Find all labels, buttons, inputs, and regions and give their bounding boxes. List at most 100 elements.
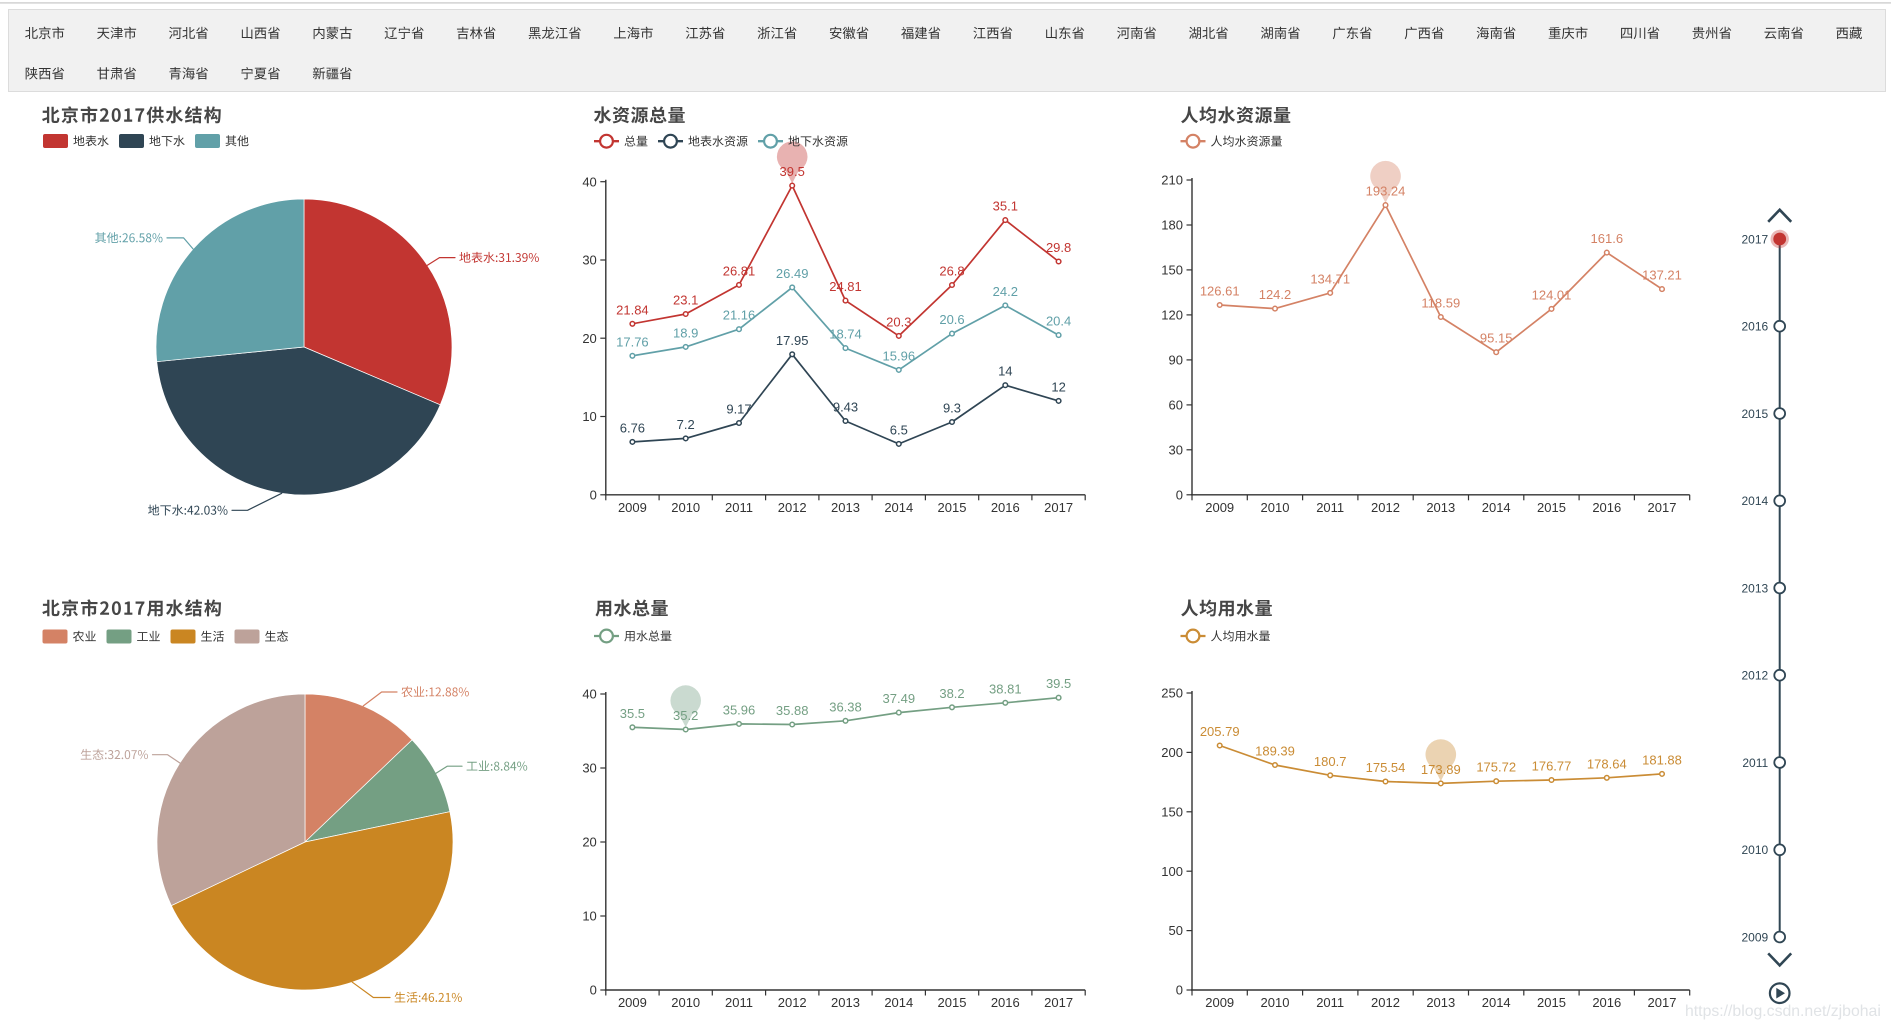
svg-text:150: 150 <box>1161 263 1183 278</box>
svg-text:40: 40 <box>582 174 596 189</box>
svg-text:134.71: 134.71 <box>1310 271 1350 286</box>
svg-text:2013: 2013 <box>831 500 860 515</box>
svg-text:2010: 2010 <box>671 500 700 515</box>
svg-text:2017: 2017 <box>1044 500 1073 515</box>
svg-text:2009: 2009 <box>1741 930 1768 944</box>
svg-text:24.81: 24.81 <box>829 279 862 294</box>
svg-text:60: 60 <box>1169 398 1183 413</box>
svg-text:26.81: 26.81 <box>723 263 756 278</box>
svg-text:20.6: 20.6 <box>939 312 964 327</box>
svg-text:176.77: 176.77 <box>1532 759 1572 774</box>
svg-text:6.5: 6.5 <box>890 422 908 437</box>
svg-text:100: 100 <box>1161 864 1183 879</box>
svg-text:15.96: 15.96 <box>883 348 916 363</box>
svg-text:35.1: 35.1 <box>993 199 1018 214</box>
svg-text:30: 30 <box>582 253 596 268</box>
svg-text:17.95: 17.95 <box>776 333 809 348</box>
svg-text:189.39: 189.39 <box>1255 744 1295 759</box>
svg-text:2016: 2016 <box>991 500 1020 515</box>
svg-text:0: 0 <box>590 983 597 998</box>
svg-text:2011: 2011 <box>725 995 753 1010</box>
svg-text:205.79: 205.79 <box>1200 724 1240 739</box>
svg-text:2012: 2012 <box>778 995 807 1010</box>
svg-text:2009: 2009 <box>618 500 647 515</box>
svg-text:150: 150 <box>1161 804 1183 819</box>
svg-text:2012: 2012 <box>1371 995 1400 1010</box>
svg-text:26.49: 26.49 <box>776 266 809 281</box>
svg-text:2014: 2014 <box>1482 500 1511 515</box>
svg-text:210: 210 <box>1161 173 1183 188</box>
svg-text:20: 20 <box>582 835 596 850</box>
svg-text:35.5: 35.5 <box>620 706 645 721</box>
svg-text:35.96: 35.96 <box>723 702 756 717</box>
svg-text:2013: 2013 <box>1426 500 1455 515</box>
svg-text:50: 50 <box>1169 923 1183 938</box>
svg-text:39.5: 39.5 <box>1046 676 1071 691</box>
svg-text:38.2: 38.2 <box>939 686 964 701</box>
svg-text:2011: 2011 <box>725 500 753 515</box>
svg-text:2011: 2011 <box>1316 500 1344 515</box>
svg-text:2010: 2010 <box>1741 843 1768 857</box>
svg-text:7.2: 7.2 <box>677 417 695 432</box>
svg-text:118.59: 118.59 <box>1421 296 1460 311</box>
svg-text:18.9: 18.9 <box>673 325 698 340</box>
svg-text:0: 0 <box>590 487 597 502</box>
svg-text:2010: 2010 <box>671 995 700 1010</box>
svg-text:30: 30 <box>1169 442 1183 457</box>
svg-text:2009: 2009 <box>1205 500 1234 515</box>
svg-text:2017: 2017 <box>1044 995 1073 1010</box>
svg-text:2017: 2017 <box>1741 232 1768 246</box>
svg-text:6.76: 6.76 <box>620 420 645 435</box>
svg-text:21.16: 21.16 <box>723 308 756 323</box>
svg-text:2013: 2013 <box>1426 995 1455 1010</box>
svg-text:175.72: 175.72 <box>1476 760 1516 775</box>
svg-text:21.84: 21.84 <box>616 302 649 317</box>
svg-text:35.88: 35.88 <box>776 703 809 718</box>
svg-text:2013: 2013 <box>1741 581 1768 595</box>
svg-text:10: 10 <box>582 409 596 424</box>
svg-text:124.01: 124.01 <box>1532 287 1572 302</box>
svg-text:29.8: 29.8 <box>1046 240 1071 255</box>
svg-text:2015: 2015 <box>938 995 967 1010</box>
svg-text:12: 12 <box>1051 379 1065 394</box>
svg-text:9.3: 9.3 <box>943 401 961 416</box>
svg-text:2010: 2010 <box>1261 500 1290 515</box>
svg-text:2010: 2010 <box>1261 995 1290 1010</box>
svg-text:10: 10 <box>582 909 596 924</box>
svg-text:39.5: 39.5 <box>780 164 805 179</box>
svg-text:2009: 2009 <box>1205 995 1234 1010</box>
svg-text:2012: 2012 <box>1741 669 1768 683</box>
svg-text:2014: 2014 <box>884 995 913 1010</box>
svg-text:173.89: 173.89 <box>1421 762 1461 777</box>
svg-text:126.61: 126.61 <box>1200 284 1240 299</box>
svg-text:2009: 2009 <box>618 995 647 1010</box>
svg-text:35.2: 35.2 <box>673 708 698 723</box>
svg-text:180.7: 180.7 <box>1314 754 1347 769</box>
svg-text:2012: 2012 <box>778 500 807 515</box>
svg-text:2015: 2015 <box>1741 407 1768 421</box>
svg-text:0: 0 <box>1176 983 1183 998</box>
svg-text:24.2: 24.2 <box>993 284 1018 299</box>
svg-text:124.2: 124.2 <box>1259 287 1292 302</box>
svg-text:181.88: 181.88 <box>1642 752 1682 767</box>
svg-text:250: 250 <box>1161 686 1183 701</box>
svg-text:2017: 2017 <box>1648 500 1677 515</box>
svg-text:2015: 2015 <box>1537 995 1566 1010</box>
svg-text:38.81: 38.81 <box>989 681 1022 696</box>
svg-text:178.64: 178.64 <box>1587 756 1627 771</box>
svg-text:2011: 2011 <box>1742 756 1768 770</box>
svg-text:20.3: 20.3 <box>886 314 911 329</box>
svg-text:40: 40 <box>582 687 596 702</box>
svg-text:95.15: 95.15 <box>1480 331 1513 346</box>
svg-text:14: 14 <box>998 364 1012 379</box>
svg-text:2015: 2015 <box>1537 500 1566 515</box>
svg-text:2014: 2014 <box>1741 494 1768 508</box>
svg-text:20.4: 20.4 <box>1046 314 1071 329</box>
svg-text:20: 20 <box>582 331 596 346</box>
svg-text:17.76: 17.76 <box>616 334 649 349</box>
svg-text:2012: 2012 <box>1371 500 1400 515</box>
svg-text:30: 30 <box>582 761 596 776</box>
svg-text:9.43: 9.43 <box>833 400 858 415</box>
svg-text:90: 90 <box>1169 353 1183 368</box>
svg-text:120: 120 <box>1161 308 1183 323</box>
